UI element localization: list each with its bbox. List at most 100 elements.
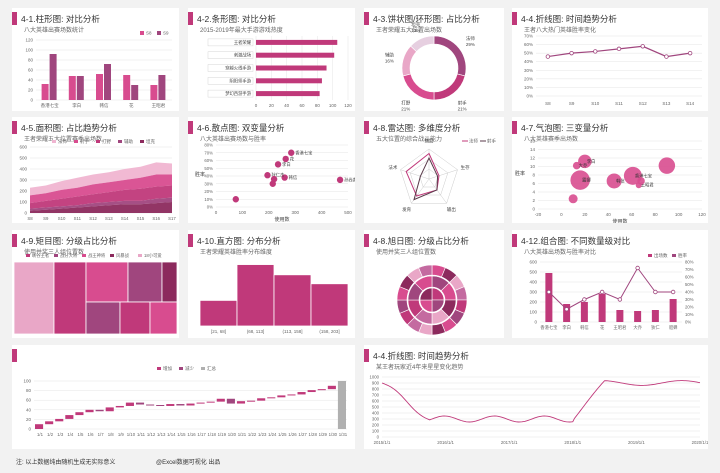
y-tick-label: 50%: [524, 51, 533, 56]
y2-tick-label: 40%: [685, 290, 694, 295]
waterfall-bar: [115, 405, 124, 408]
x-tick-label: S11: [74, 216, 82, 221]
y-tick-label: 梦幻西游手游: [225, 90, 251, 97]
legend-label: 胜率: [678, 252, 687, 259]
donut-slice: [433, 35, 467, 77]
chart-subtitle: 八大英雄出赛场数统计: [24, 28, 85, 34]
legend-swatch: [54, 254, 58, 257]
panel-bubble-chart: 4-7.气泡图: 三变量分析 八大英雄赛季出场数 0 2 4 6 8 10 12 14 16 -2…: [512, 117, 708, 223]
y-tick-label: 80: [26, 388, 32, 393]
panel-waterfall-chart: 0 20 40 60 80 100 1/1 1/2 1/3 1/4 1/5 1/6 1/7 1/8 1/9 1…: [12, 345, 355, 449]
waterfall-bar: [105, 407, 114, 412]
y-tick-label: 20%: [204, 189, 213, 194]
treemap-cell: [85, 301, 121, 335]
y-tick-label: 300: [372, 417, 380, 422]
treemap-cell: [85, 261, 129, 303]
bubble: [578, 154, 592, 169]
y-tick-label: 60%: [204, 158, 213, 163]
waterfall-bar: [226, 398, 235, 404]
donut-slice: [401, 45, 417, 77]
y-tick-label: 刺激战场: [234, 52, 252, 59]
x-tick-label: 100: [239, 210, 247, 215]
slice-label: 法师: [466, 35, 475, 42]
y-tick-label: 10: [530, 164, 536, 169]
y-tick-label: 300: [19, 178, 27, 183]
legend-label: 风暴战: [116, 252, 130, 259]
chart-title: 4-6.散点图: 双变量分析: [197, 122, 285, 133]
bar-出场数: [651, 310, 659, 322]
x-tick-label: [21, 68]: [211, 329, 226, 334]
bar-出场数: [598, 294, 606, 322]
x-tick-label: 1/30: [329, 432, 338, 437]
bar: [256, 52, 335, 58]
bubble: [606, 173, 622, 189]
point-label: 香港七宝: [295, 149, 313, 156]
x-tick-label: S12: [639, 101, 648, 106]
chart-subtitle: 使用并奖三人组位置数: [24, 250, 85, 256]
chart-subtitle: 王者荣耀英雄胜率分布维度: [200, 250, 273, 256]
x-tick-label: 40: [284, 103, 290, 108]
line-point: [545, 54, 551, 59]
y-tick-label: 500: [372, 405, 380, 410]
y-tick-label: 10%: [524, 85, 533, 90]
bubble: [658, 157, 676, 174]
x-tick-label: 1/15: [177, 432, 186, 437]
y-tick-label: 阴阳师手游: [230, 77, 252, 84]
radar-grid: [409, 158, 449, 196]
y-tick-label: 300: [529, 290, 537, 295]
point-label: 李白: [282, 161, 291, 168]
x-tick-label: S13: [105, 216, 113, 221]
bar-S8: [150, 85, 158, 100]
y-tick-label: 70%: [524, 34, 533, 39]
legend-label: 减少: [185, 365, 194, 372]
y-tick-label: 0%: [526, 94, 533, 99]
y-tick-label: 100: [19, 200, 27, 205]
y-tick-label: 0: [28, 427, 31, 432]
x-tick-label: S10: [58, 216, 66, 221]
x-tick-label: 1/21: [238, 432, 247, 437]
y2-tick-label: 20%: [685, 305, 694, 310]
axis-label: 生存: [461, 164, 470, 170]
bubble: [570, 170, 590, 190]
y-tick-label: 60: [28, 68, 34, 73]
x-tick-label: 120: [344, 103, 352, 108]
line-point: [599, 289, 605, 295]
panel-title: 4-9.矩目图: 分级占比分析: [12, 233, 117, 248]
line-point: [635, 265, 640, 271]
sunburst-segment: [419, 287, 433, 301]
x-tick-label: 2015/1/1: [374, 440, 391, 445]
line-point: [569, 50, 574, 56]
bubble-label: 大乔: [579, 162, 588, 169]
waterfall-bar: [287, 394, 296, 396]
x-tick-label: 1/17: [197, 432, 206, 437]
y-tick-label: 60: [26, 398, 32, 403]
x-tick-label: 1/23: [258, 432, 267, 437]
x-tick-label: S9: [43, 216, 49, 221]
histogram-bar: [199, 300, 238, 327]
y-tick-label: 40%: [524, 59, 533, 64]
y-tick-label: 40: [28, 78, 34, 83]
sunburst-segment: [418, 264, 433, 278]
y-tick-label: 20%: [524, 76, 533, 81]
slice-percent: 13%: [411, 28, 420, 33]
x-tick-label: 韩信: [580, 324, 589, 331]
panel-horizontal-bar-chart: 4-2.条形图: 对比分析 2015-2019年最大手游游戏热度 0 20 40 60…: [188, 8, 355, 111]
y-tick-label: 120: [25, 38, 33, 43]
waterfall-bar: [95, 409, 104, 412]
x-tick-label: 香港七宝: [540, 324, 558, 331]
x-tick-label: 2017/1/1: [501, 440, 518, 445]
line-point: [640, 44, 645, 49]
chart-subtitle: 使用并奖三人组位置数: [376, 250, 437, 256]
x-tick-label: (158, 203]: [319, 329, 339, 334]
chart-title: 4-3.饼状图/环形图: 占比分析: [373, 13, 480, 24]
x-tick-label: S16: [152, 216, 160, 221]
bar-S9: [131, 85, 139, 100]
legend-label: 打野: [102, 138, 111, 145]
legend-label: 坦克: [146, 138, 155, 145]
treemap-plot: 峡谷王者 战分大将 战王神将 风暴战 18小可爱: [13, 252, 178, 335]
waterfall-bar: [196, 402, 205, 404]
x-tick-label: S8: [27, 216, 33, 221]
y-tick-label: 80%: [204, 143, 213, 148]
x-tick-label: 2018/1/1: [564, 440, 581, 445]
y-tick-label: 500: [529, 270, 537, 275]
